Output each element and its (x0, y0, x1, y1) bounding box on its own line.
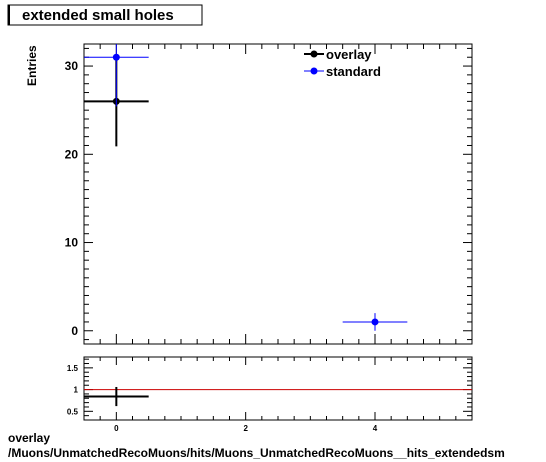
y-tick-label: 30 (65, 59, 79, 73)
legend-entry-standard: standard (304, 64, 381, 79)
standard-marker (112, 53, 120, 61)
y-axis-label: Entries (25, 45, 39, 86)
ratio-x-tick-label: 2 (243, 424, 248, 433)
standard-point (342, 313, 408, 331)
standard-point (84, 44, 149, 107)
title-box: extended small holes (7, 4, 203, 26)
footer-label: overlay (8, 431, 50, 445)
main-x-axis (83, 44, 473, 344)
ratio-y-tick-label: 1.5 (67, 364, 79, 373)
legend: overlay standard (304, 47, 381, 79)
ratio-plot-frame (83, 356, 473, 421)
main-y-axis: 0 10 20 30 (65, 47, 472, 341)
legend-marker (310, 50, 318, 58)
legend-entry-overlay: overlay (304, 47, 372, 62)
ratio-point (84, 386, 149, 407)
ratio-y-tick-label: 1 (74, 386, 79, 395)
ratio-y-axis: 0.5 1 1.5 (67, 358, 472, 421)
main-plot-frame (83, 43, 473, 345)
footer-path: /Muons/UnmatchedRecoMuons/hits/Muons_Unm… (8, 446, 505, 460)
legend-label: overlay (326, 47, 372, 62)
legend-label: standard (326, 64, 381, 79)
ratio-x-tick-label: 0 (114, 424, 119, 433)
ratio-x-tick-label: 4 (373, 424, 378, 433)
ratio-data-marks (84, 386, 472, 407)
ratio-x-axis: 0 2 4 (83, 357, 473, 433)
y-tick-label: 20 (65, 147, 79, 161)
y-tick-label: 0 (71, 324, 78, 338)
legend-marker (310, 67, 318, 75)
standard-marker (371, 318, 379, 326)
main-data-marks (84, 44, 408, 331)
y-tick-label: 10 (65, 236, 79, 250)
chart-title: extended small holes (22, 7, 174, 24)
ratio-y-tick-label: 0.5 (67, 407, 79, 416)
